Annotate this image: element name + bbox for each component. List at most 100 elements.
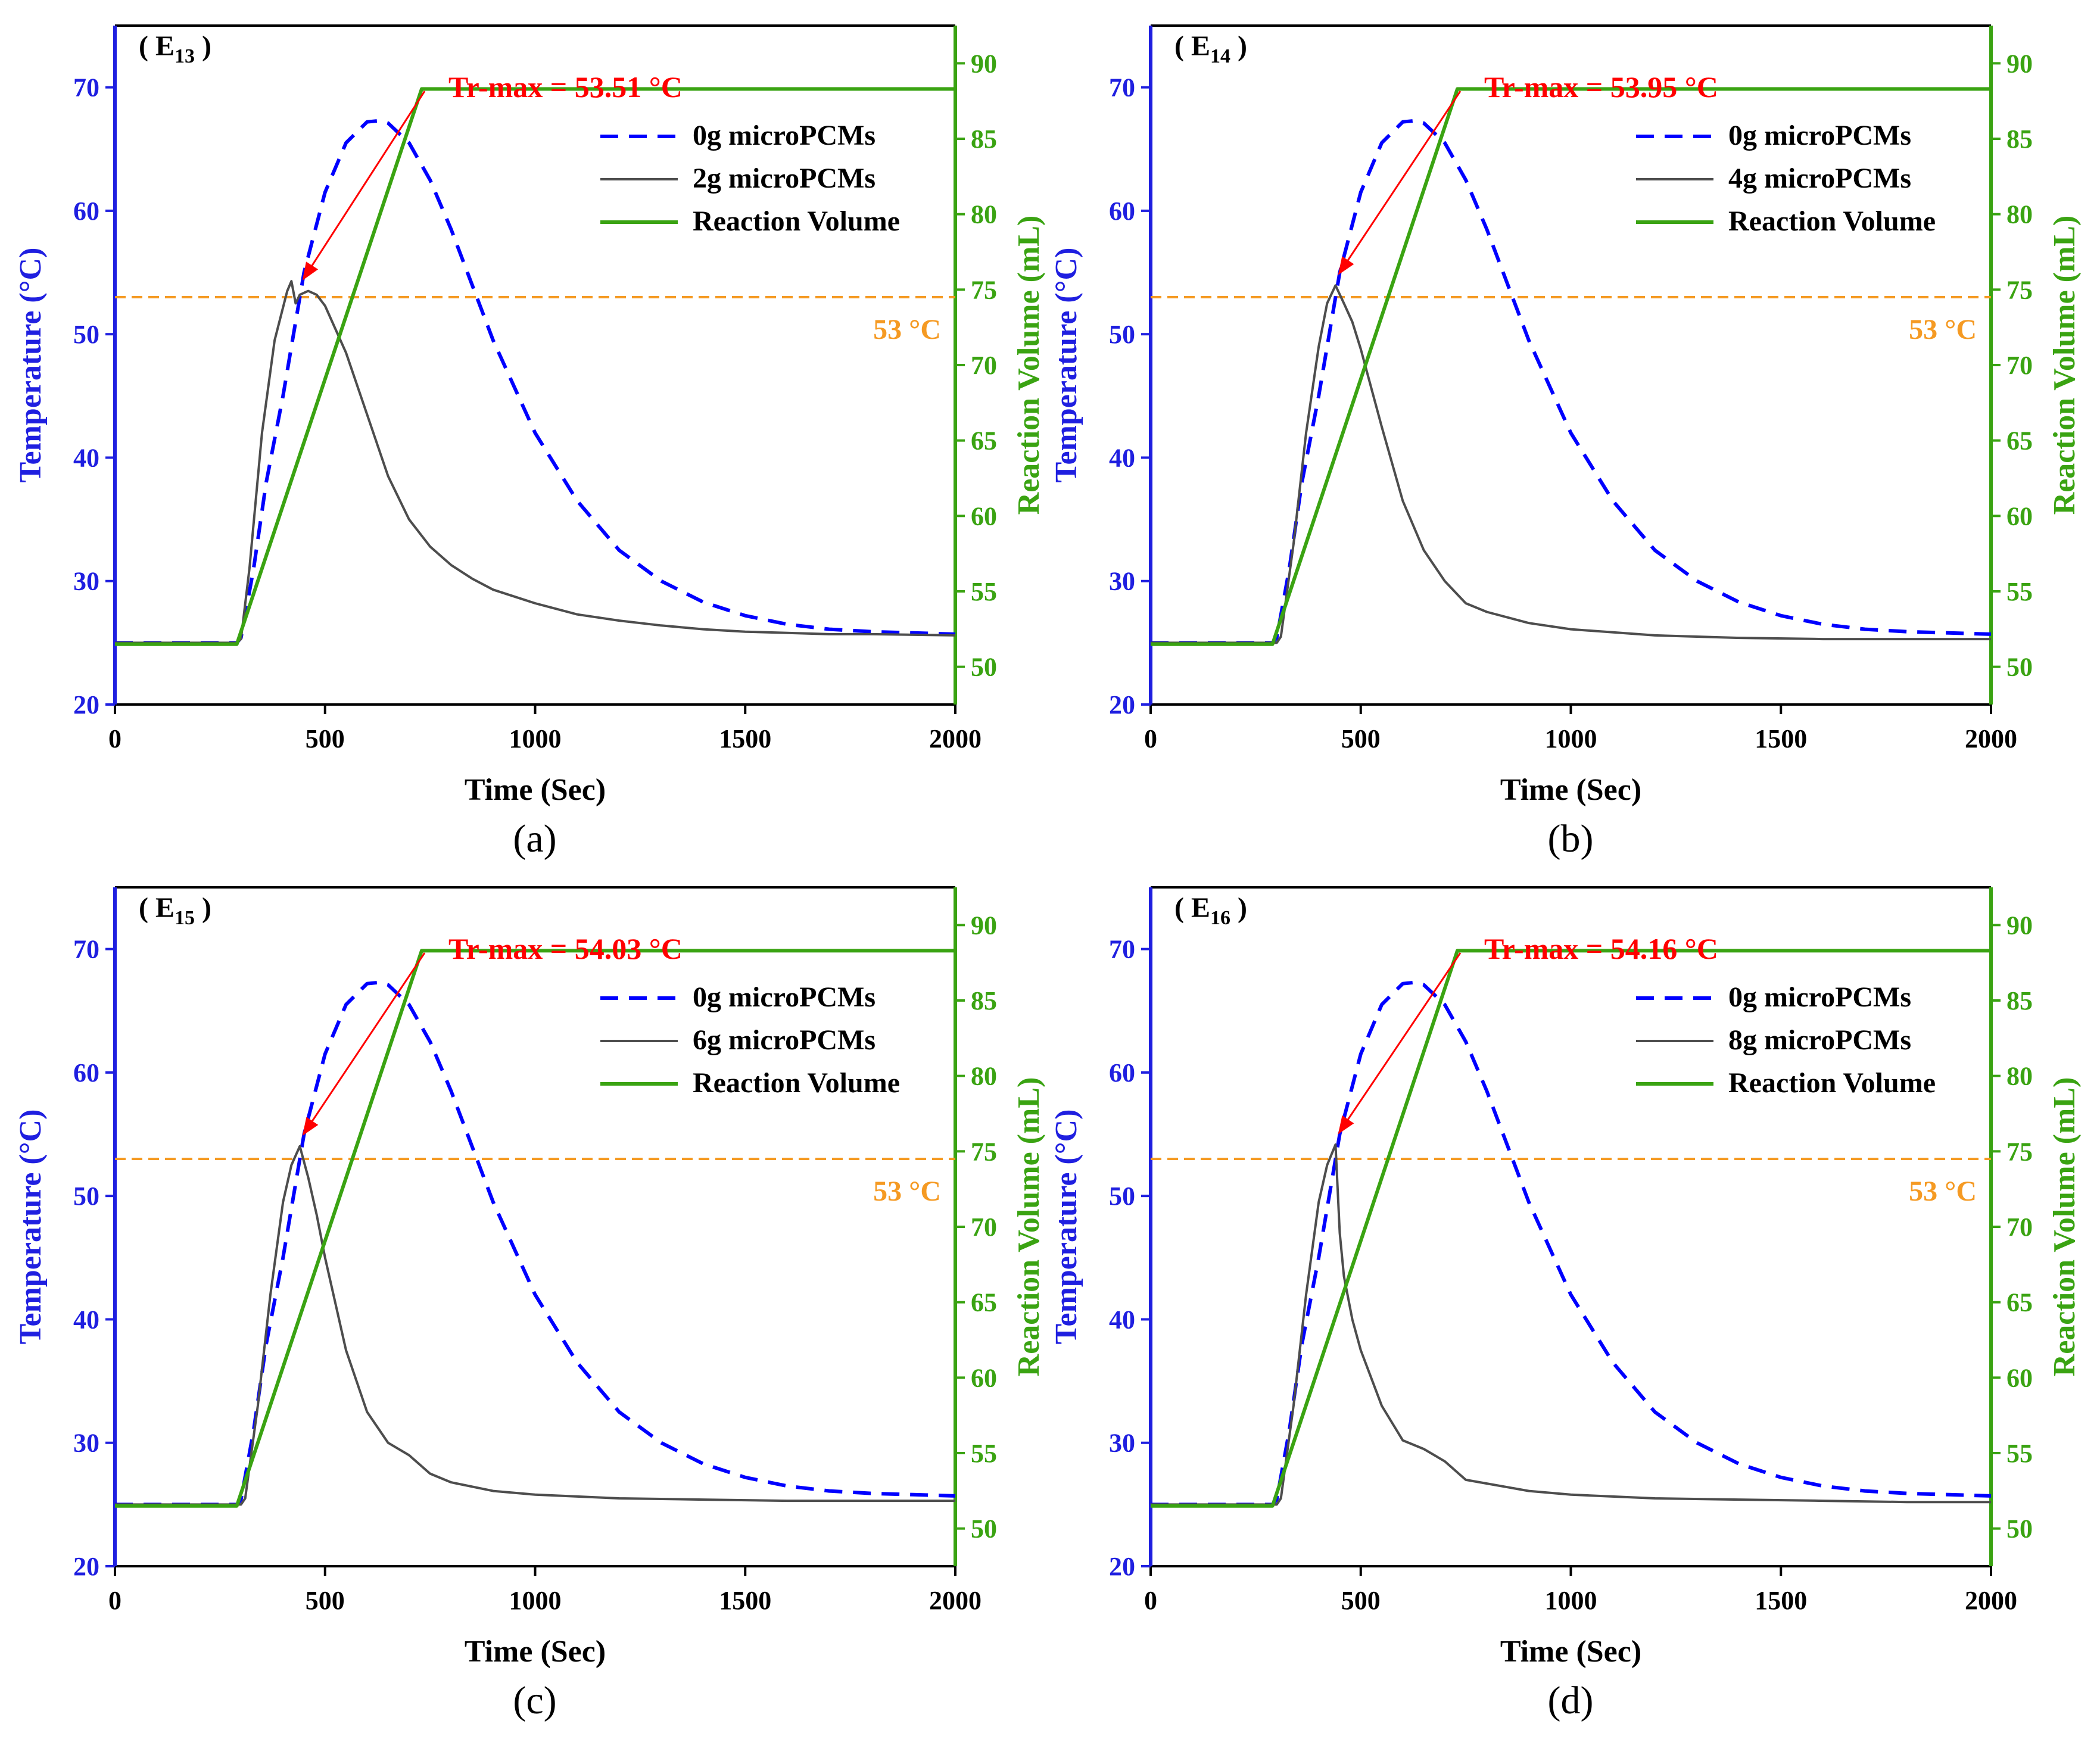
x-tick-label: 0 bbox=[108, 724, 121, 753]
reaction-volume-line bbox=[115, 949, 955, 1508]
right-y-tick-label: 75 bbox=[971, 275, 997, 304]
left-y-axis-title: Temperature (°C) bbox=[14, 1109, 48, 1345]
corner-label: ( E15 ) bbox=[139, 892, 211, 929]
x-tick-label: 1000 bbox=[1545, 1586, 1597, 1615]
right-y-tick-label: 75 bbox=[2006, 275, 2033, 304]
x-tick-label: 2000 bbox=[1965, 724, 2017, 753]
left-y-tick-label: 60 bbox=[1109, 197, 1135, 226]
threshold-label: 53 °C bbox=[1909, 314, 1977, 345]
x-axis-title: Time (Sec) bbox=[465, 773, 606, 807]
panel-d: 0 500 1000 1500 2000 20 30 40 50 60 70 50 55 60 65 70 75… bbox=[1049, 886, 2082, 1722]
right-y-tick-label: 80 bbox=[971, 1062, 997, 1091]
reaction-volume-line bbox=[1151, 949, 1991, 1508]
right-y-tick-label: 90 bbox=[2006, 49, 2033, 78]
right-y-tick-label: 50 bbox=[2006, 653, 2033, 682]
x-tick-label: 500 bbox=[306, 724, 345, 753]
baseline-0g-line bbox=[1151, 980, 1992, 1507]
x-tick-label: 1500 bbox=[719, 1586, 771, 1615]
legend-entry: 8g microPCMs bbox=[1728, 1024, 1911, 1056]
annotation-arrow bbox=[302, 91, 426, 280]
panel-label: (a) bbox=[513, 817, 556, 861]
x-tick-label: 1000 bbox=[509, 724, 562, 753]
legend-entry: 0g microPCMs bbox=[693, 981, 875, 1013]
corner-label: ( E13 ) bbox=[139, 30, 211, 67]
panel-c: 0 500 1000 1500 2000 20 30 40 50 60 70 50 55 60 65 70 75… bbox=[14, 886, 1046, 1722]
left-y-tick-label: 40 bbox=[73, 1305, 99, 1334]
right-y-tick-label: 85 bbox=[2006, 986, 2033, 1015]
legend-entry: 0g microPCMs bbox=[1728, 981, 1911, 1013]
x-axis-title: Time (Sec) bbox=[465, 1635, 606, 1669]
micropcm-line bbox=[115, 280, 956, 644]
right-y-tick-label: 80 bbox=[971, 200, 997, 229]
right-y-tick-label: 50 bbox=[971, 1514, 997, 1544]
left-y-tick-label: 60 bbox=[73, 197, 99, 226]
legend-entry: Reaction Volume bbox=[693, 1067, 900, 1099]
right-y-axis-title: Reaction Volume (mL) bbox=[2048, 1077, 2082, 1377]
threshold-label: 53 °C bbox=[873, 314, 941, 345]
x-tick-label: 1000 bbox=[509, 1586, 562, 1615]
corner-label: ( E16 ) bbox=[1174, 892, 1247, 929]
right-y-tick-label: 85 bbox=[971, 986, 997, 1015]
reaction-volume-line bbox=[115, 87, 955, 646]
micropcm-line bbox=[115, 1145, 955, 1506]
right-y-tick-label: 55 bbox=[971, 1439, 997, 1468]
x-tick-label: 500 bbox=[1341, 724, 1381, 753]
x-tick-label: 0 bbox=[108, 1586, 121, 1615]
left-y-tick-label: 60 bbox=[73, 1058, 99, 1087]
right-y-tick-label: 65 bbox=[971, 426, 997, 456]
left-y-tick-label: 70 bbox=[73, 73, 99, 102]
annotation-arrow bbox=[1338, 952, 1462, 1134]
right-y-tick-label: 70 bbox=[971, 351, 997, 380]
right-y-tick-label: 90 bbox=[971, 911, 997, 940]
x-tick-label: 2000 bbox=[929, 1586, 982, 1615]
panel-label: (d) bbox=[1548, 1679, 1594, 1722]
legend-entry: Reaction Volume bbox=[693, 205, 900, 237]
left-y-tick-label: 30 bbox=[73, 567, 99, 596]
right-y-tick-label: 70 bbox=[2006, 351, 2033, 380]
right-y-tick-label: 55 bbox=[2006, 1439, 2033, 1468]
left-y-tick-label: 60 bbox=[1109, 1058, 1135, 1087]
annotation-arrow bbox=[302, 952, 426, 1136]
x-tick-label: 1500 bbox=[719, 724, 771, 753]
baseline-0g-line bbox=[115, 980, 956, 1507]
legend-entry: 6g microPCMs bbox=[693, 1024, 875, 1056]
right-y-tick-label: 50 bbox=[2006, 1514, 2033, 1544]
x-tick-label: 2000 bbox=[929, 724, 982, 753]
left-y-tick-label: 50 bbox=[73, 320, 99, 349]
x-tick-label: 2000 bbox=[1965, 1586, 2017, 1615]
left-y-axis-title: Temperature (°C) bbox=[14, 248, 48, 483]
baseline-0g-line bbox=[1151, 119, 1992, 645]
right-y-tick-label: 85 bbox=[971, 124, 997, 154]
annotation-label: Tr-max = 53.95 °C bbox=[1484, 70, 1718, 104]
x-tick-label: 500 bbox=[306, 1586, 345, 1615]
left-y-tick-label: 50 bbox=[1109, 1182, 1135, 1211]
corner-label: ( E14 ) bbox=[1174, 30, 1247, 67]
legend-entry: 4g microPCMs bbox=[1728, 163, 1911, 194]
right-y-tick-label: 55 bbox=[2006, 577, 2033, 606]
right-y-tick-label: 65 bbox=[2006, 1288, 2033, 1317]
left-y-tick-label: 20 bbox=[73, 690, 99, 719]
left-y-tick-label: 30 bbox=[1109, 1429, 1135, 1458]
legend-entry: Reaction Volume bbox=[1728, 1067, 1936, 1099]
x-axis-title: Time (Sec) bbox=[1500, 773, 1641, 807]
right-y-tick-label: 65 bbox=[971, 1288, 997, 1317]
left-y-tick-label: 40 bbox=[73, 443, 99, 472]
left-y-tick-label: 40 bbox=[1109, 1305, 1135, 1334]
legend-entry: Reaction Volume bbox=[1728, 205, 1936, 237]
micropcm-line bbox=[1151, 284, 1991, 644]
annotation-label: Tr-max = 54.03 °C bbox=[448, 932, 683, 965]
left-y-axis-title: Temperature (°C) bbox=[1049, 1109, 1083, 1345]
left-y-tick-label: 50 bbox=[1109, 320, 1135, 349]
right-y-tick-label: 55 bbox=[971, 577, 997, 606]
x-tick-label: 1500 bbox=[1755, 724, 1807, 753]
right-y-axis-title: Reaction Volume (mL) bbox=[1012, 216, 1046, 515]
right-y-tick-label: 75 bbox=[2006, 1137, 2033, 1166]
annotation-arrow bbox=[1338, 91, 1462, 275]
right-y-tick-label: 60 bbox=[2006, 1363, 2033, 1392]
left-y-tick-label: 50 bbox=[73, 1182, 99, 1211]
threshold-label: 53 °C bbox=[873, 1176, 941, 1207]
x-tick-label: 500 bbox=[1341, 1586, 1381, 1615]
left-y-tick-label: 70 bbox=[1109, 935, 1135, 964]
baseline-0g-line bbox=[115, 119, 956, 645]
